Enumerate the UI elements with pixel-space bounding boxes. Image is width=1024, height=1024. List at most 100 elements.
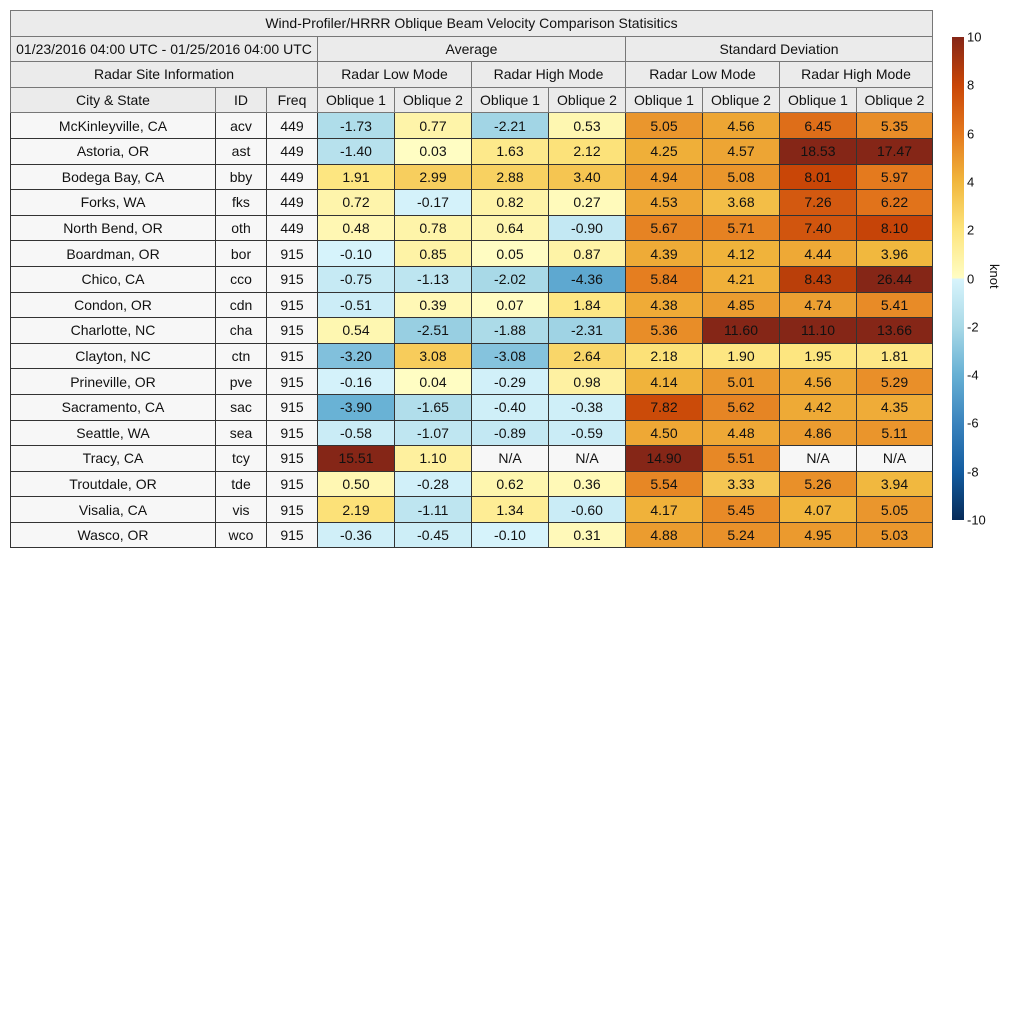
value-cell: 4.12 xyxy=(702,240,780,267)
value-cell: 1.34 xyxy=(471,496,549,523)
value-cell: 4.74 xyxy=(779,291,857,319)
value-cell: -0.75 xyxy=(317,265,395,293)
value-cell: 5.67 xyxy=(625,214,703,242)
column-header: Oblique 1 xyxy=(317,86,395,114)
value-cell: -0.45 xyxy=(394,521,472,549)
colorbar-tick: 2 xyxy=(967,222,975,238)
freq-cell: 915 xyxy=(266,521,318,549)
colorbar-tick: 6 xyxy=(967,126,975,142)
city-cell: Bodega Bay, CA xyxy=(10,163,216,191)
id-cell: vis xyxy=(215,496,267,523)
freq-cell: 449 xyxy=(266,189,318,216)
city-cell: Astoria, OR xyxy=(10,137,216,165)
city-cell: Forks, WA xyxy=(10,189,216,216)
value-cell: 5.08 xyxy=(702,163,780,191)
city-cell: Troutdale, OR xyxy=(10,470,216,498)
value-cell: 4.38 xyxy=(625,291,703,319)
column-header: Freq xyxy=(266,86,318,114)
value-cell: -0.89 xyxy=(471,419,549,447)
value-cell: N/A xyxy=(856,445,933,472)
value-cell: 0.87 xyxy=(548,240,626,267)
column-header: Oblique 2 xyxy=(548,86,626,114)
value-cell: -3.20 xyxy=(317,342,395,370)
city-cell: Chico, CA xyxy=(10,265,216,293)
mode-header: Radar High Mode xyxy=(471,61,626,88)
value-cell: 11.60 xyxy=(702,317,780,344)
column-header: Oblique 1 xyxy=(625,86,703,114)
value-cell: 0.36 xyxy=(548,470,626,498)
value-cell: -1.73 xyxy=(317,112,395,139)
freq-cell: 915 xyxy=(266,240,318,267)
value-cell: 4.53 xyxy=(625,189,703,216)
value-cell: 4.17 xyxy=(625,496,703,523)
value-cell: 14.90 xyxy=(625,445,703,472)
value-cell: 3.94 xyxy=(856,470,933,498)
value-cell: 4.35 xyxy=(856,393,933,421)
colorbar-tick: -4 xyxy=(967,367,979,383)
value-cell: 5.03 xyxy=(856,521,933,549)
colorbar-tick: 10 xyxy=(967,29,982,45)
id-cell: cdn xyxy=(215,291,267,319)
value-cell: 5.24 xyxy=(702,521,780,549)
value-cell: 2.64 xyxy=(548,342,626,370)
freq-cell: 449 xyxy=(266,137,318,165)
id-cell: sac xyxy=(215,393,267,421)
value-cell: -1.07 xyxy=(394,419,472,447)
value-cell: 0.64 xyxy=(471,214,549,242)
city-cell: North Bend, OR xyxy=(10,214,216,242)
column-header: Oblique 2 xyxy=(856,86,933,114)
table-row: Charlotte, NC cha 915 0.54 -2.51 -1.88 -2.31 5.… xyxy=(10,317,933,344)
value-cell: 4.56 xyxy=(702,112,780,139)
colorbar-tick: 4 xyxy=(967,174,975,190)
value-cell: 4.39 xyxy=(625,240,703,267)
value-cell: 5.05 xyxy=(856,496,933,523)
value-cell: -2.51 xyxy=(394,317,472,344)
value-cell: -1.11 xyxy=(394,496,472,523)
id-cell: ctn xyxy=(215,342,267,370)
id-cell: wco xyxy=(215,521,267,549)
city-cell: Sacramento, CA xyxy=(10,393,216,421)
value-cell: -0.38 xyxy=(548,393,626,421)
value-cell: 6.22 xyxy=(856,189,933,216)
colorbar-tick: -6 xyxy=(967,415,979,431)
value-cell: 2.88 xyxy=(471,163,549,191)
value-cell: 4.95 xyxy=(779,521,857,549)
value-cell: 4.57 xyxy=(702,137,780,165)
value-cell: 0.03 xyxy=(394,137,472,165)
value-cell: 5.84 xyxy=(625,265,703,293)
value-cell: 5.62 xyxy=(702,393,780,421)
table-row: Wasco, OR wco 915 -0.36 -0.45 -0.10 0.31 4.88 5.… xyxy=(10,521,933,549)
site-info-header: Radar Site Information xyxy=(10,61,318,88)
value-cell: -0.10 xyxy=(471,521,549,549)
city-cell: Seattle, WA xyxy=(10,419,216,447)
value-cell: 4.14 xyxy=(625,368,703,395)
value-cell: 26.44 xyxy=(856,265,933,293)
value-cell: 0.48 xyxy=(317,214,395,242)
value-cell: 4.44 xyxy=(779,240,857,267)
id-cell: sea xyxy=(215,419,267,447)
table-row: Seattle, WA sea 915 -0.58 -1.07 -0.89 -0.59 4.5… xyxy=(10,419,933,447)
freq-cell: 915 xyxy=(266,419,318,447)
group-average: Average xyxy=(317,35,626,63)
value-cell: 7.82 xyxy=(625,393,703,421)
date-range: 01/23/2016 04:00 UTC - 01/25/2016 04:00 … xyxy=(10,35,318,63)
value-cell: -0.29 xyxy=(471,368,549,395)
value-cell: 0.85 xyxy=(394,240,472,267)
value-cell: 5.11 xyxy=(856,419,933,447)
table-row: North Bend, OR oth 449 0.48 0.78 0.64 -0.90 5.6… xyxy=(10,214,933,242)
value-cell: 0.53 xyxy=(548,112,626,139)
value-cell: 5.35 xyxy=(856,112,933,139)
column-header: ID xyxy=(215,86,267,114)
value-cell: -0.90 xyxy=(548,214,626,242)
table-row: Prineville, OR pve 915 -0.16 0.04 -0.29 0.98 4.… xyxy=(10,368,933,395)
value-cell: 0.04 xyxy=(394,368,472,395)
value-cell: -0.28 xyxy=(394,470,472,498)
value-cell: 2.18 xyxy=(625,342,703,370)
id-cell: tcy xyxy=(215,445,267,472)
column-header: City & State xyxy=(10,86,216,114)
table-row: Tracy, CA tcy 915 15.51 1.10 N/A N/A 14.90 5.51 N… xyxy=(10,445,933,472)
value-cell: 1.84 xyxy=(548,291,626,319)
value-cell: 4.94 xyxy=(625,163,703,191)
value-cell: -2.02 xyxy=(471,265,549,293)
freq-cell: 915 xyxy=(266,317,318,344)
